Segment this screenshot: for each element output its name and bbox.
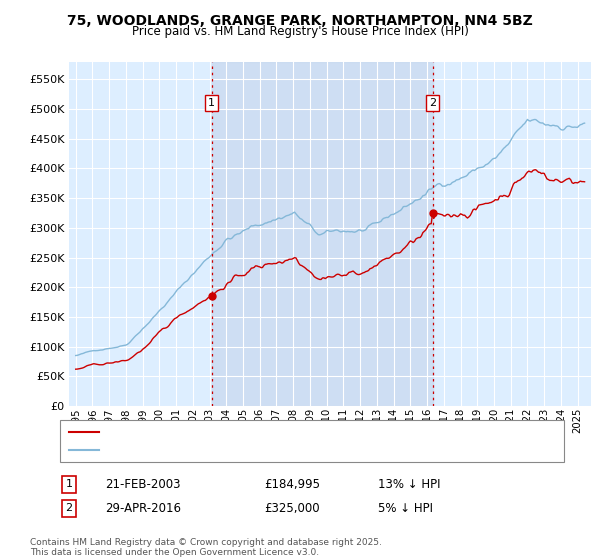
- Text: 2: 2: [65, 503, 73, 514]
- Text: 1: 1: [65, 479, 73, 489]
- Text: £325,000: £325,000: [264, 502, 320, 515]
- Text: 1: 1: [208, 98, 215, 108]
- Text: 75, WOODLANDS, GRANGE PARK, NORTHAMPTON, NN4 5BZ: 75, WOODLANDS, GRANGE PARK, NORTHAMPTON,…: [67, 14, 533, 28]
- Text: Contains HM Land Registry data © Crown copyright and database right 2025.
This d: Contains HM Land Registry data © Crown c…: [30, 538, 382, 557]
- Bar: [212, 62, 433, 406]
- Text: HPI: Average price, detached house, West Northamptonshire: HPI: Average price, detached house, West…: [105, 445, 422, 455]
- Text: Price paid vs. HM Land Registry's House Price Index (HPI): Price paid vs. HM Land Registry's House …: [131, 25, 469, 38]
- Text: 21-FEB-2003: 21-FEB-2003: [105, 478, 181, 491]
- Text: 75, WOODLANDS, GRANGE PARK, NORTHAMPTON, NN4 5BZ (detached house): 75, WOODLANDS, GRANGE PARK, NORTHAMPTON,…: [105, 427, 511, 437]
- Text: 5% ↓ HPI: 5% ↓ HPI: [378, 502, 433, 515]
- Text: 13% ↓ HPI: 13% ↓ HPI: [378, 478, 440, 491]
- Text: 2: 2: [429, 98, 436, 108]
- Text: £184,995: £184,995: [264, 478, 320, 491]
- Text: 29-APR-2016: 29-APR-2016: [105, 502, 181, 515]
